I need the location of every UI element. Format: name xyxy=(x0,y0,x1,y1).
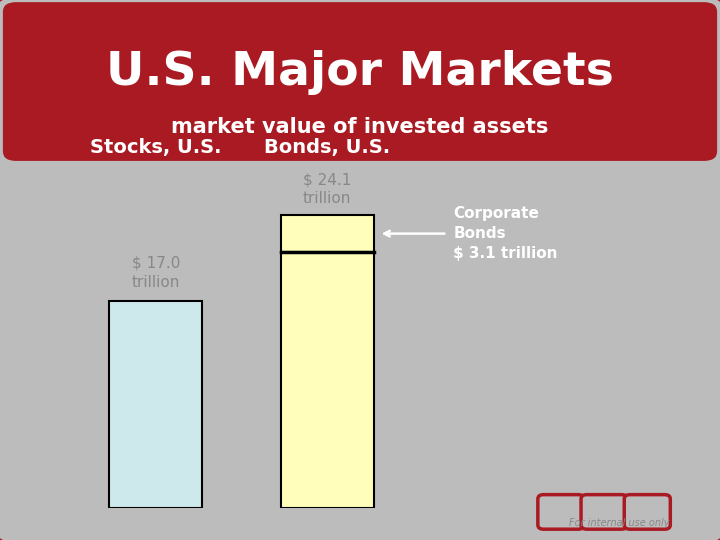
Bar xyxy=(281,253,374,508)
Text: market value of invested assets: market value of invested assets xyxy=(171,117,549,137)
Text: U.S. Major Markets: U.S. Major Markets xyxy=(106,50,614,96)
Text: Bonds, U.S.: Bonds, U.S. xyxy=(264,138,390,157)
Text: $ 24.1
trillion: $ 24.1 trillion xyxy=(303,172,351,206)
Text: Stocks, U.S.: Stocks, U.S. xyxy=(90,138,222,157)
Bar xyxy=(281,215,374,253)
Text: For internal use only: For internal use only xyxy=(569,518,670,528)
Text: Corporate
Bonds
$ 3.1 trillion: Corporate Bonds $ 3.1 trillion xyxy=(454,206,558,261)
Bar xyxy=(109,301,202,508)
Text: $ 17.0
trillion: $ 17.0 trillion xyxy=(132,256,180,289)
